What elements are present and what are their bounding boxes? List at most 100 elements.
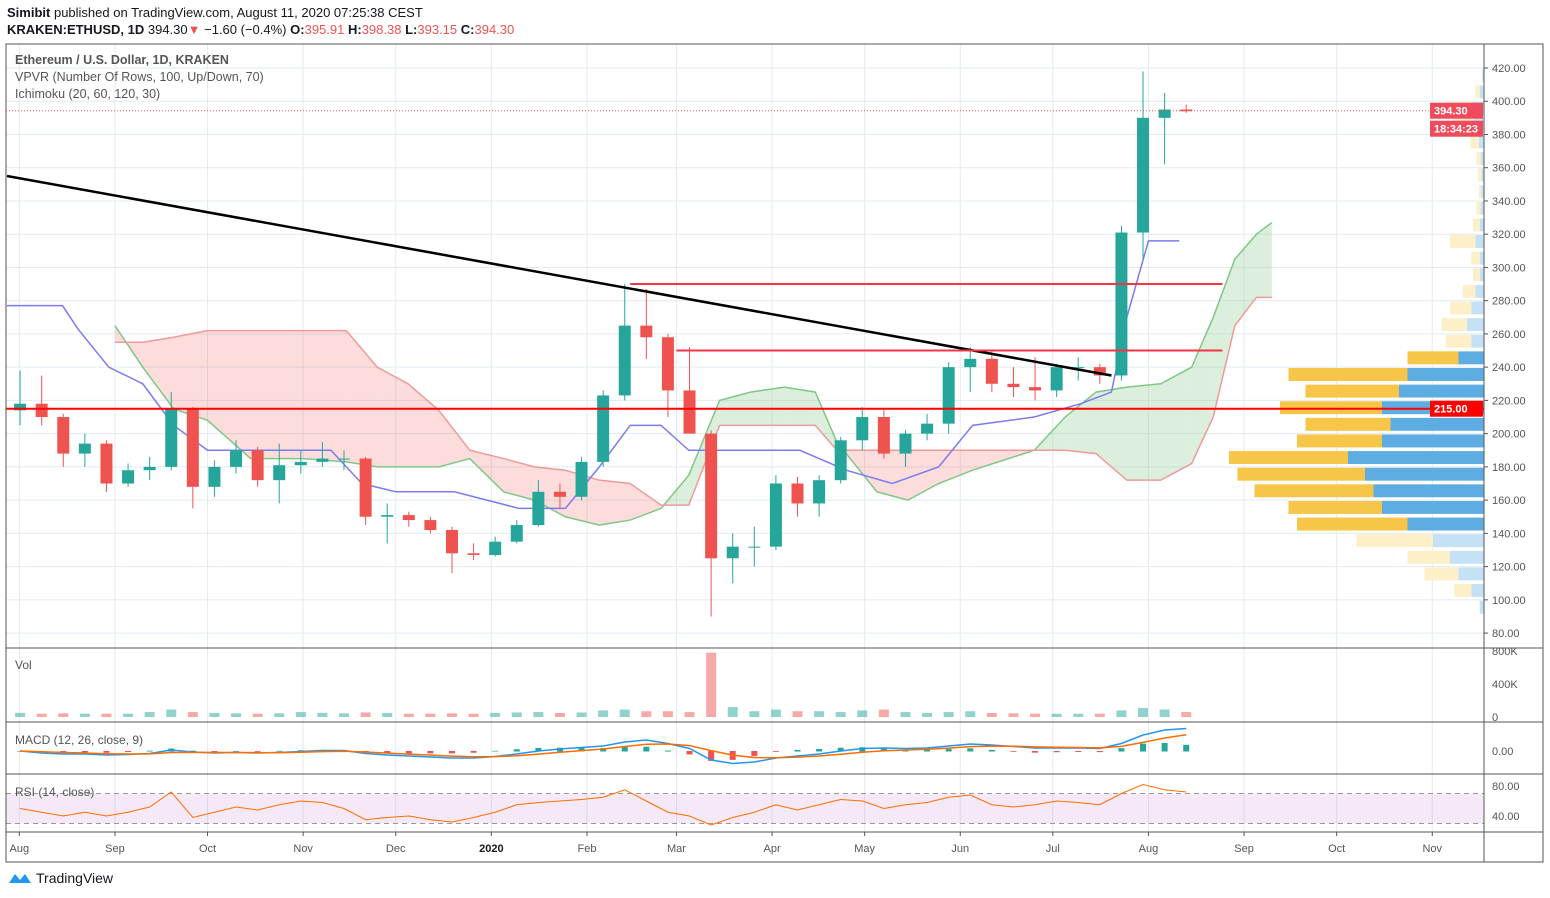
- macd-histogram-bar: [967, 748, 974, 752]
- volume-tick-label: 800K: [1492, 646, 1518, 658]
- vpvr-down-bar: [1424, 567, 1459, 581]
- volume-bar: [965, 711, 976, 717]
- vpvr-down-bar: [1476, 151, 1481, 165]
- ichimoku-cloud-segment: [1234, 234, 1257, 326]
- macd-histogram-bar: [1096, 751, 1103, 753]
- volume-bar: [943, 712, 954, 717]
- time-tick-label: 2020: [479, 843, 503, 855]
- volume-bar: [58, 713, 69, 717]
- price-tick-label: 80.00: [1492, 628, 1520, 640]
- volume-bar: [986, 712, 997, 717]
- candle-body: [532, 491, 545, 526]
- volume-bar: [706, 652, 717, 717]
- candle-body: [35, 403, 48, 418]
- candle-body: [942, 367, 955, 424]
- volume-bar: [1116, 710, 1127, 717]
- volume-bar: [1094, 713, 1105, 717]
- candle-body: [510, 525, 523, 542]
- volume-bar: [209, 712, 220, 717]
- candle-body: [985, 358, 998, 384]
- vpvr-up-bar: [1433, 534, 1484, 548]
- macd-histogram-bar: [103, 751, 110, 753]
- vpvr-down-bar: [1476, 201, 1481, 215]
- ichimoku-cloud-segment: [1256, 222, 1272, 298]
- macd-histogram-bar: [945, 748, 952, 752]
- volume-bar: [15, 712, 26, 717]
- vpvr-up-bar: [1480, 201, 1484, 215]
- macd-histogram-bar: [233, 750, 240, 752]
- ichimoku-cloud-segment: [377, 367, 409, 467]
- vpvr-up-bar: [1348, 451, 1484, 465]
- vpvr-up-bar: [1471, 584, 1484, 598]
- candle-body: [165, 408, 178, 467]
- macd-histogram-bar: [772, 751, 779, 752]
- legend-vpvr[interactable]: VPVR (Number Of Rows, 100, Up/Down, 70): [15, 70, 264, 84]
- vpvr-down-bar: [1288, 367, 1408, 381]
- macd-histogram-bar: [1032, 751, 1039, 753]
- candle-body: [1115, 232, 1128, 376]
- volume-bar: [641, 711, 652, 717]
- candle-body: [1158, 109, 1171, 118]
- macd-histogram-bar: [1075, 751, 1082, 752]
- volume-bar: [1181, 712, 1192, 717]
- candle-body: [1007, 383, 1020, 388]
- candle-body: [748, 546, 761, 548]
- candle-body: [1050, 367, 1063, 391]
- volume-bar: [1008, 713, 1019, 717]
- publish-text: published on TradingView.com, August 11,…: [53, 5, 423, 20]
- candle-body: [14, 403, 27, 411]
- author: Simibit: [7, 5, 51, 20]
- price-tick-label: 160.00: [1492, 495, 1526, 507]
- volume-bar: [360, 712, 371, 717]
- candle-body: [856, 417, 869, 441]
- candle-body: [316, 458, 329, 462]
- rsi-pane-label: RSI (14, close): [15, 785, 95, 799]
- time-tick-label: Dec: [386, 843, 406, 855]
- candle-body: [1137, 117, 1150, 233]
- time-tick-label: Jul: [1046, 843, 1060, 855]
- candle-body: [877, 417, 890, 454]
- candle-body: [100, 443, 113, 484]
- low-value: 393.15: [417, 22, 458, 37]
- vpvr-up-bar: [1475, 235, 1484, 248]
- ichimoku-cloud-segment: [688, 400, 720, 506]
- last-price-badge: 394.30: [1434, 106, 1468, 118]
- price-tick-label: 260.00: [1492, 329, 1526, 341]
- price-tick-label: 120.00: [1492, 562, 1526, 574]
- macd-histogram-bar: [125, 751, 132, 753]
- ichimoku-cloud-segment: [503, 458, 535, 501]
- macd-histogram-bar: [924, 749, 931, 752]
- vpvr-down-bar: [1305, 417, 1391, 431]
- volume-bar: [382, 712, 393, 717]
- ichimoku-cloud-segment: [1096, 387, 1127, 481]
- legend-ichimoku[interactable]: Ichimoku (20, 60, 120, 30): [15, 87, 161, 101]
- candle-body: [661, 337, 674, 391]
- price-tick-label: 400.00: [1492, 96, 1526, 108]
- last-price: 394.30: [147, 22, 188, 37]
- vpvr-up-bar: [1479, 600, 1484, 614]
- ichimoku-span-b: [114, 296, 1272, 506]
- symbol-info: KRAKEN:ETHUSD, 1D 394.30▼ −1.60 (−0.4%) …: [7, 22, 514, 37]
- candle-body: [424, 520, 437, 531]
- candle-body: [921, 423, 934, 434]
- volume-tick-label: 0: [1492, 712, 1498, 724]
- time-tick-label: Nov: [293, 843, 313, 855]
- volume-bar: [187, 712, 198, 717]
- ichimoku-cloud-segment: [599, 480, 631, 526]
- volume-bar: [922, 712, 933, 717]
- ichimoku-cloud-segment: [565, 470, 600, 526]
- volume-bar: [900, 712, 911, 717]
- ichimoku-cloud-segment: [972, 450, 1004, 471]
- vpvr-down-bar: [1462, 284, 1476, 298]
- time-tick-label: Aug: [1139, 843, 1159, 855]
- tradingview-logo[interactable]: TradingView: [8, 870, 113, 886]
- macd-histogram-bar: [1010, 751, 1017, 752]
- candle-body: [791, 483, 804, 504]
- macd-histogram-bar: [1161, 742, 1168, 752]
- vpvr-up-bar: [1382, 500, 1484, 514]
- candle-body: [1180, 109, 1193, 112]
- volume-bar: [598, 710, 609, 717]
- time-tick-label: Nov: [1422, 843, 1442, 855]
- vpvr-up-bar: [1458, 567, 1484, 581]
